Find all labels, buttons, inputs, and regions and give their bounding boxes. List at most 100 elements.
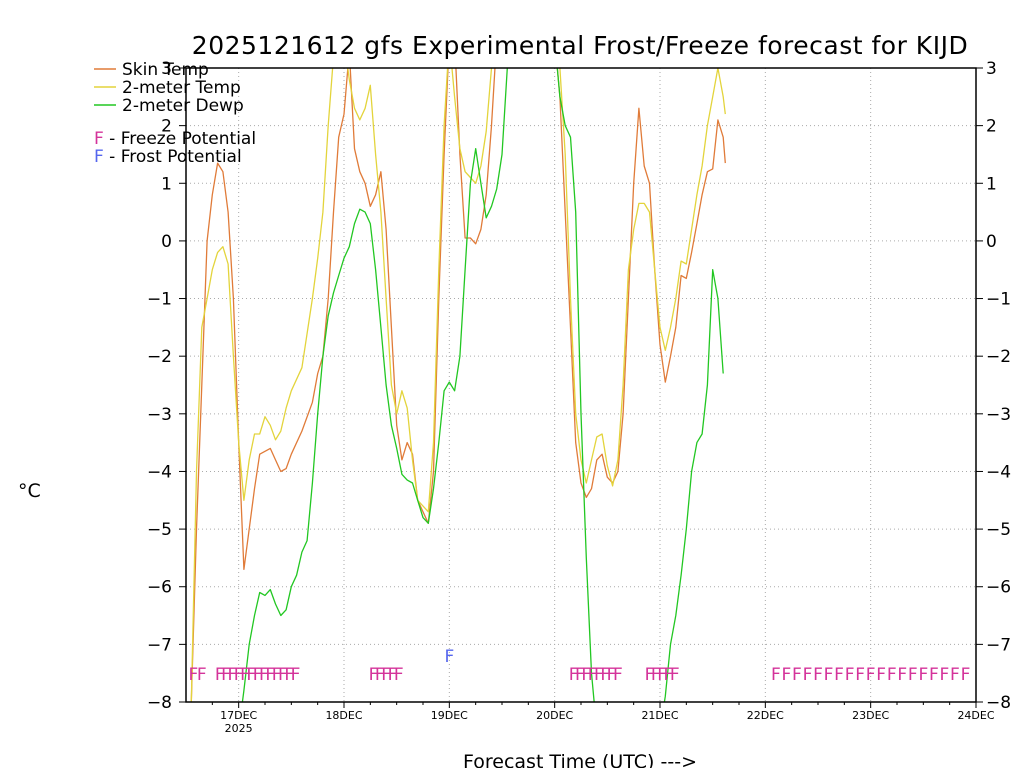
y-tick-label-right: −1 [986, 290, 1011, 310]
freeze-mark: F [388, 665, 398, 685]
freeze-mark: F [284, 665, 294, 685]
y-tick-label: 0 [161, 232, 172, 252]
freeze-mark: F [845, 665, 855, 685]
legend-item-label: 2-meter Dewp [122, 96, 244, 116]
freeze-mark: F [670, 665, 680, 685]
freeze-mark: F [369, 665, 379, 685]
freeze-mark: F [575, 665, 585, 685]
freeze-mark: F [645, 665, 655, 685]
y-tick-label: −7 [147, 635, 172, 655]
freeze-mark: F [265, 665, 275, 685]
freeze-mark: F [234, 665, 244, 685]
x-tick-label: 21DEC [641, 709, 678, 722]
freeze-mark: F [657, 665, 667, 685]
y-tick-label-right: 1 [986, 174, 997, 194]
freeze-mark: F [253, 665, 263, 685]
freeze-mark: F [240, 665, 250, 685]
freeze-mark: F [246, 665, 256, 685]
freeze-mark: F [381, 665, 391, 685]
series-line-2-meter-dewp [241, 68, 724, 702]
y-tick-label: −3 [147, 405, 172, 425]
freeze-mark: F [188, 665, 198, 685]
y-axis-label: °C [18, 480, 41, 502]
y-tick-label: −2 [147, 347, 172, 367]
series-line-skin-temp [190, 68, 726, 702]
freeze-mark: F [929, 665, 939, 685]
freeze-mark: F [782, 665, 792, 685]
freeze-mark: F [876, 665, 886, 685]
legend-freeze-label: F - Freeze Potential [94, 129, 256, 149]
y-tick-label: 1 [161, 174, 172, 194]
y-tick-label-right: 2 [986, 117, 997, 137]
y-tick-label: −6 [147, 578, 172, 598]
freeze-mark: F [664, 665, 674, 685]
freeze-mark: F [259, 665, 269, 685]
y-tick-label-right: −7 [986, 635, 1011, 655]
y-tick-label-right: −6 [986, 578, 1011, 598]
y-tick-label: −4 [147, 462, 172, 482]
legend-item-label: 2-meter Temp [122, 78, 241, 98]
legend-item-label: Skin Temp [122, 60, 209, 80]
y-tick-label-right: −4 [986, 462, 1011, 482]
freeze-mark: F [813, 665, 823, 685]
frost-mark: F [444, 647, 454, 667]
freeze-mark: F [197, 665, 207, 685]
y-tick-label-right: −2 [986, 347, 1011, 367]
freeze-mark: F [607, 665, 617, 685]
freeze-mark: F [834, 665, 844, 685]
freeze-mark: F [227, 665, 237, 685]
freeze-mark: F [221, 665, 231, 685]
freeze-mark: F [824, 665, 834, 685]
axis-ticks: −8 −8 −7 −7 −6 −6 −5 −5 −4 −4 −3 −3 −2 −2 −1 −1 0 0 1 1 2 2 3 3… [147, 59, 1011, 735]
y-tick-label: 3 [161, 59, 172, 79]
frost-text: - Frost Potential [104, 147, 242, 167]
x-tick-label: 17DEC [220, 709, 257, 722]
freeze-mark: F [651, 665, 661, 685]
freeze-mark: F [897, 665, 907, 685]
y-tick-label: −8 [147, 693, 172, 713]
y-tick-label-right: −3 [986, 405, 1011, 425]
freeze-mark: F [278, 665, 288, 685]
y-tick-label-right: 0 [986, 232, 997, 252]
freeze-mark: F [866, 665, 876, 685]
y-tick-label-right: −8 [986, 693, 1011, 713]
freeze-mark: F [613, 665, 623, 685]
legend-frost-label: F - Frost Potential [94, 147, 242, 167]
freeze-mark: F [594, 665, 604, 685]
freeze-mark: F [272, 665, 282, 685]
freeze-mark: F [600, 665, 610, 685]
x-tick-sublabel: 2025 [225, 722, 253, 735]
freeze-mark: F [581, 665, 591, 685]
y-tick-label: 2 [161, 117, 172, 137]
x-tick-label: 24DEC [957, 709, 994, 722]
freeze-glyph: F [94, 129, 104, 149]
series-line-2-meter-temp [190, 68, 726, 702]
freeze-mark: F [950, 665, 960, 685]
freeze-mark: F [792, 665, 802, 685]
freeze-mark: F [887, 665, 897, 685]
freeze-mark: F [803, 665, 813, 685]
y-tick-label-right: 3 [986, 59, 997, 79]
freeze-mark: F [394, 665, 404, 685]
freeze-mark: F [588, 665, 598, 685]
freeze-mark: F [291, 665, 301, 685]
y-tick-label: −5 [147, 520, 172, 540]
plot-frame [185, 67, 977, 703]
x-tick-label: 18DEC [325, 709, 362, 722]
freeze-mark: F [961, 665, 971, 685]
series-lines [190, 68, 726, 702]
freeze-text: - Freeze Potential [104, 129, 256, 149]
frost-glyph: F [94, 147, 104, 167]
x-tick-label: 19DEC [431, 709, 468, 722]
freeze-mark: F [215, 665, 225, 685]
freeze-mark: F [855, 665, 865, 685]
y-tick-label-right: −5 [986, 520, 1011, 540]
freeze-mark: F [918, 665, 928, 685]
grid-lines [186, 68, 976, 702]
x-tick-label: 20DEC [536, 709, 573, 722]
x-tick-label: 22DEC [747, 709, 784, 722]
chart-title: 2025121612 gfs Experimental Frost/Freeze… [192, 31, 968, 60]
